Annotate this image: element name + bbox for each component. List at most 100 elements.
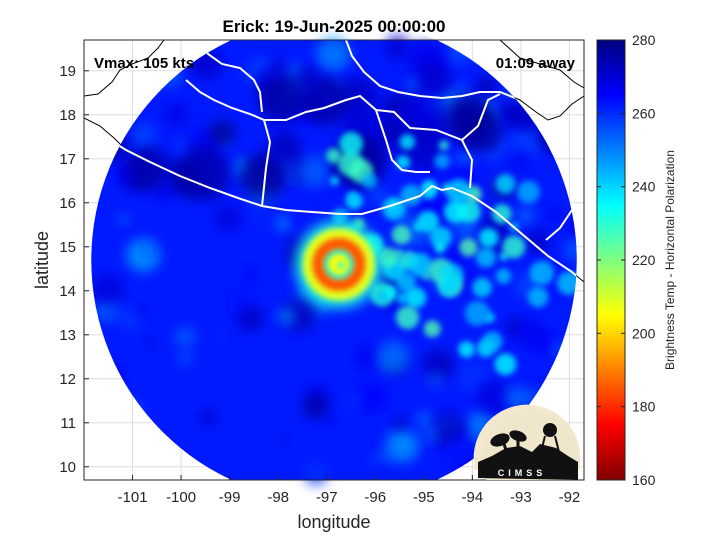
- texture-blob: [304, 461, 328, 486]
- texture-blob: [209, 119, 236, 147]
- texture-blob: [176, 147, 231, 202]
- rainband-blob: [475, 247, 497, 268]
- texture-blob: [356, 381, 389, 414]
- texture-blob: [510, 148, 531, 170]
- x-tick-label: -92: [559, 489, 581, 506]
- texture-blob: [324, 415, 336, 428]
- rainband-blob: [434, 153, 450, 169]
- texture-blob: [416, 411, 433, 428]
- rainband-blob: [527, 286, 549, 308]
- storm-eyewall-yellow: [302, 228, 375, 301]
- state-border-3: [375, 109, 474, 189]
- rainband-blob: [395, 272, 416, 293]
- texture-blob: [269, 57, 290, 78]
- y-tick-label: 17: [59, 151, 76, 168]
- texture-blob: [286, 174, 295, 183]
- colorbar-tick-label: 260: [632, 105, 656, 121]
- colorbar-ticks: 160 180 200 220 240 260 280: [597, 32, 656, 488]
- y-tick-label: 14: [59, 283, 76, 300]
- texture-blob: [385, 429, 420, 463]
- colorbar-label: Brightness Temp - Horizontal Polarizatio…: [663, 150, 677, 370]
- colorbar: 160 180 200 220 240 260 280 Brightness Temp - …: [596, 32, 677, 488]
- colorbar-tick-label: 160: [632, 472, 656, 488]
- texture-blob: [144, 338, 154, 348]
- y-tick-label: 16: [59, 195, 76, 212]
- texture-blob: [444, 94, 494, 144]
- rainband-blob: [400, 184, 422, 206]
- x-tick-label: -98: [267, 489, 289, 506]
- texture-blob: [476, 380, 512, 416]
- texture-blob: [275, 216, 290, 231]
- texture-blob: [385, 34, 410, 60]
- x-tick-label: -94: [462, 489, 484, 506]
- texture-blob: [178, 350, 193, 366]
- rainband-blob: [472, 277, 492, 298]
- texture-blob: [316, 81, 342, 107]
- rainband-blob: [330, 176, 340, 186]
- rainband-blob: [332, 207, 349, 225]
- x-tick-label: -100: [166, 489, 196, 506]
- texture-blob: [237, 305, 264, 332]
- state-border-1: [185, 79, 272, 207]
- texture-blob: [258, 74, 307, 123]
- y-tick-label: 13: [59, 327, 76, 344]
- gulf-coast: [84, 40, 165, 97]
- x-tick-label: -101: [118, 489, 148, 506]
- texture-blob: [376, 341, 410, 374]
- texture-blob: [380, 450, 393, 463]
- rainband-blob: [339, 131, 363, 156]
- rainband-blob: [399, 134, 415, 150]
- rainband-blob: [438, 140, 449, 151]
- texture-blob: [111, 313, 124, 326]
- x-tick-label: -93: [510, 489, 532, 506]
- rainband-blob: [377, 291, 389, 303]
- texture-blob: [126, 238, 160, 273]
- texture-blob: [513, 318, 545, 351]
- x-axis-label: longitude: [297, 512, 370, 532]
- colorbar-tick-label: 240: [632, 179, 656, 195]
- rainband-blob: [421, 183, 437, 200]
- rainband-blob: [495, 174, 516, 194]
- rainband-blob: [439, 263, 464, 288]
- rainband-blob: [429, 226, 452, 249]
- texture-blob: [243, 266, 258, 282]
- rainband-blob: [478, 228, 499, 248]
- rainband-blob: [482, 331, 503, 352]
- y-tick-label: 12: [59, 371, 76, 388]
- texture-blob: [500, 105, 521, 126]
- state-border-2: [264, 94, 430, 173]
- texture-blob: [214, 204, 242, 232]
- texture-blob: [504, 386, 529, 410]
- chart-title: Erick: 19-Jun-2025 00:00:00: [222, 17, 445, 36]
- texture-blob: [91, 273, 124, 306]
- rainband-blob: [458, 341, 475, 358]
- state-border-5: [199, 39, 263, 113]
- texture-blob: [515, 205, 535, 225]
- y-axis: 10 11 12 13 14 15 16 17 18 19: [59, 63, 89, 476]
- rainband-blob: [347, 192, 357, 202]
- storm-eyewall: [312, 237, 366, 291]
- rainband-blob: [556, 271, 577, 296]
- colorbar-gradient: [596, 39, 626, 481]
- texture-blob: [172, 136, 194, 157]
- rainband-blob: [391, 225, 412, 245]
- rainband-blob: [494, 353, 517, 376]
- plot-axes: -101 -100 -99 -98 -97 -96 -95 -94 -93 -92 1011121…: [59, 17, 585, 506]
- rainband-blob: [517, 180, 540, 204]
- texture-blob: [117, 213, 128, 225]
- texture-blob: [430, 411, 467, 448]
- texture-blob: [200, 408, 218, 426]
- texture-blob: [316, 37, 350, 72]
- rainband-blob: [408, 252, 433, 277]
- texture-blob: [524, 228, 551, 255]
- rainband-blob: [396, 291, 409, 305]
- texture-blob: [499, 332, 514, 347]
- state-border-4: [461, 93, 501, 141]
- rainband-blob: [464, 300, 490, 326]
- x-tick-label: -97: [316, 489, 338, 506]
- texture-blob: [217, 333, 226, 342]
- x-axis: -101 -100 -99 -98 -97 -96 -95 -94 -93 -92: [118, 475, 581, 506]
- rainband-blob: [396, 155, 411, 170]
- cimss-logo-text: CIMSS: [498, 468, 547, 478]
- rainband-blob: [404, 287, 427, 309]
